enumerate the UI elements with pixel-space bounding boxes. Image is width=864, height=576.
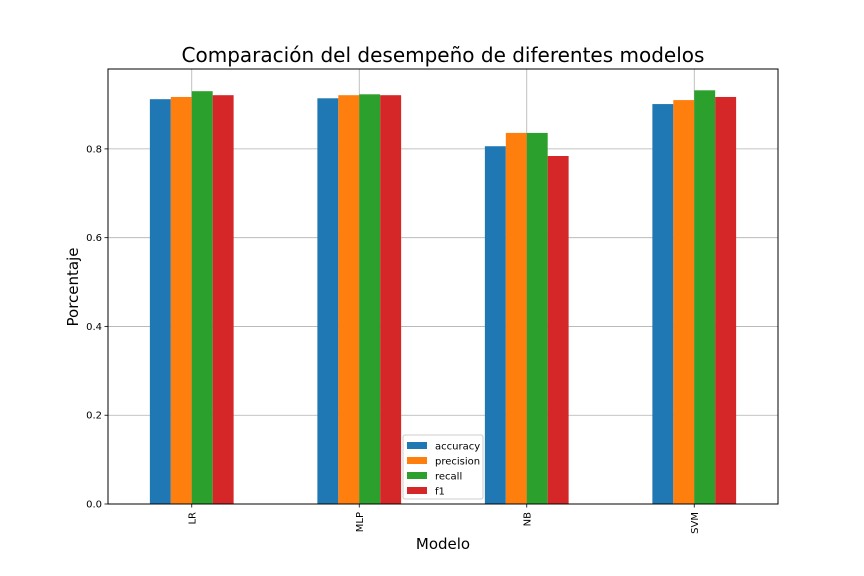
bar-precision-SVM — [673, 100, 695, 505]
bar-precision-LR — [170, 96, 192, 504]
legend-label-precision: precision — [435, 457, 480, 468]
x-tick-label: NB — [522, 512, 533, 526]
legend-label-accuracy: accuracy — [435, 442, 480, 453]
legend-label-f1: f1 — [435, 487, 445, 498]
bar-f1-SVM — [715, 96, 737, 504]
bar-recall-MLP — [359, 94, 381, 504]
x-axis-label: Modelo — [416, 535, 470, 553]
y-tick-label: 0.4 — [86, 322, 102, 333]
bar-f1-NB — [547, 156, 569, 504]
legend-label-recall: recall — [435, 472, 462, 483]
bar-recall-LR — [191, 91, 213, 504]
x-tick-label: MLP — [355, 512, 366, 532]
y-tick-label: 0.8 — [86, 144, 102, 155]
x-tick-label: LR — [187, 512, 198, 525]
bar-accuracy-SVM — [652, 104, 674, 504]
bar-f1-LR — [212, 95, 234, 504]
bar-recall-NB — [526, 132, 548, 504]
legend-swatch-precision — [407, 457, 427, 464]
x-tick-label: SVM — [690, 512, 701, 534]
bar-accuracy-MLP — [317, 98, 339, 504]
bar-accuracy-NB — [484, 146, 506, 505]
y-tick-label: 0.2 — [86, 411, 102, 422]
plot-area-frame — [107, 68, 779, 505]
bar-recall-SVM — [694, 90, 716, 504]
bars-layer — [149, 90, 737, 505]
legend-box — [402, 434, 484, 500]
y-tick-label: 0.0 — [86, 500, 102, 511]
legend-swatch-f1 — [407, 487, 427, 494]
legend-swatch-recall — [407, 472, 427, 479]
chart-title: Comparación del desempeño de diferentes … — [182, 43, 705, 67]
bar-precision-MLP — [338, 95, 360, 504]
legend: accuracy precision recall f1 — [402, 434, 484, 500]
y-axis-label: Porcentaje — [64, 248, 82, 327]
bar-f1-MLP — [380, 95, 402, 504]
bar-accuracy-LR — [149, 99, 171, 505]
ticks-layer: 0.0 0.2 0.4 0.6 0.8 LR MLP NB SVM — [86, 144, 701, 533]
y-tick-label: 0.6 — [86, 233, 102, 244]
bar-precision-NB — [505, 132, 527, 504]
legend-swatch-accuracy — [407, 442, 427, 449]
